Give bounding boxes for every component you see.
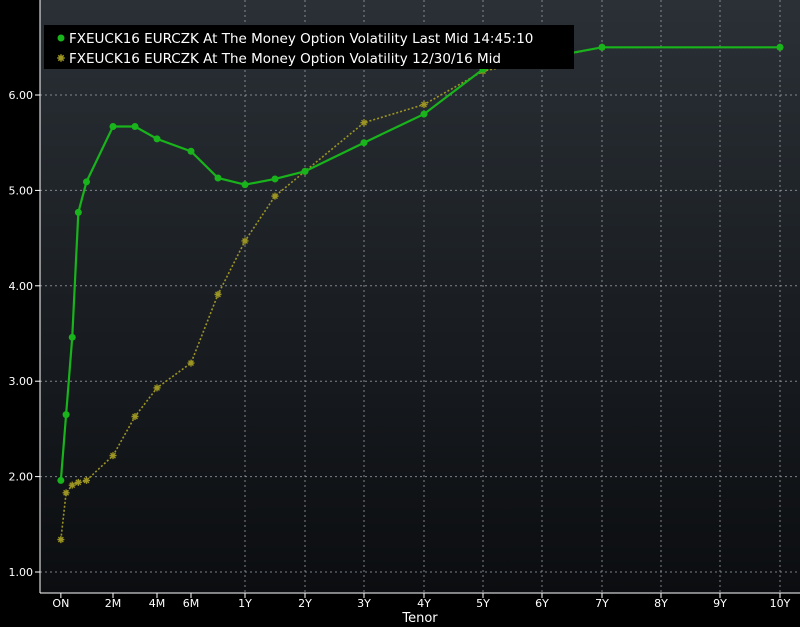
x-tick-label: 9Y — [713, 597, 727, 610]
legend-item-series-2: FXEUCK16 EURCZK At The Money Option Vola… — [57, 51, 501, 67]
x-tick-label: 6M — [183, 597, 200, 610]
legend-marker-dot-icon — [57, 34, 65, 42]
x-tick-label: 3Y — [357, 597, 371, 610]
series-2-point — [57, 536, 65, 544]
legend-label-series-1: FXEUCK16 EURCZK At The Money Option Vola… — [69, 31, 533, 47]
y-tick-label: 3.00 — [9, 375, 34, 388]
x-tick-label: ON — [52, 597, 69, 610]
series-1-line — [59, 46, 780, 481]
series-1-point — [187, 147, 195, 155]
x-tick-label: 4Y — [417, 597, 431, 610]
series-1-point — [57, 476, 65, 484]
series-2-point — [153, 384, 161, 392]
series-1-point — [82, 178, 90, 186]
series-1-point — [109, 122, 117, 130]
series-2-point — [420, 101, 428, 109]
y-tick-label: 1.00 — [9, 566, 34, 579]
series-2-point — [68, 481, 76, 489]
series-1-point — [598, 43, 606, 51]
x-tick-label: 7Y — [595, 597, 609, 610]
series-1-point — [131, 122, 139, 130]
series-1-point — [214, 174, 222, 182]
legend-marker-star-icon — [57, 54, 65, 62]
series-2-point — [131, 412, 139, 420]
series-1-point — [360, 139, 368, 147]
series-1-point — [420, 110, 428, 118]
series-2-point — [271, 192, 279, 200]
series-2-point — [214, 290, 222, 298]
series-1-point — [776, 43, 784, 51]
x-tick-label: 8Y — [654, 597, 668, 610]
x-tick-label: 5Y — [476, 597, 490, 610]
x-tick-label: 6Y — [535, 597, 549, 610]
series-2-point — [62, 489, 70, 497]
grid-lines — [40, 0, 800, 593]
plot-area — [40, 0, 800, 593]
series-1 — [57, 43, 784, 484]
y-tick-label: 5.00 — [9, 184, 34, 197]
series-1-point — [241, 181, 249, 189]
x-tick-label: 10Y — [770, 597, 791, 610]
y-tick-label: 4.00 — [9, 280, 34, 293]
series-1-point — [74, 208, 82, 216]
x-axis-title: Tenor — [401, 611, 438, 626]
legend: FXEUCK16 EURCZK At The Money Option Vola… — [44, 25, 574, 69]
series-2-point — [360, 119, 368, 127]
axes: 1.00 2.00 3.00 4.00 5.00 6.00 ON 2M 4M 6M 1Y 2Y 3Y 4Y… — [9, 0, 800, 610]
legend-label-series-2: FXEUCK16 EURCZK At The Money Option Vola… — [69, 51, 501, 67]
x-tick-label: 1Y — [238, 597, 252, 610]
y-tick-label: 2.00 — [9, 471, 34, 484]
series-1-point — [271, 175, 279, 183]
x-tick-label: 4M — [149, 597, 166, 610]
data-series — [57, 43, 784, 544]
series-2-line — [60, 46, 780, 540]
legend-star-shape — [57, 54, 65, 62]
series-1-point — [301, 167, 309, 175]
series-1-point — [62, 411, 70, 419]
x-tick-label: 2Y — [298, 597, 312, 610]
legend-item-series-1: FXEUCK16 EURCZK At The Money Option Vola… — [57, 31, 533, 47]
series-1-point — [68, 333, 76, 341]
x-tick-label: 2M — [105, 597, 122, 610]
series-2-point — [109, 452, 117, 460]
series-2-point — [82, 476, 90, 484]
series-1-point — [153, 135, 161, 143]
series-2-point — [187, 359, 195, 367]
series-2-point — [241, 237, 249, 245]
series-2-point — [74, 478, 82, 486]
y-tick-label: 6.00 — [9, 89, 34, 102]
legend-background — [44, 25, 574, 69]
